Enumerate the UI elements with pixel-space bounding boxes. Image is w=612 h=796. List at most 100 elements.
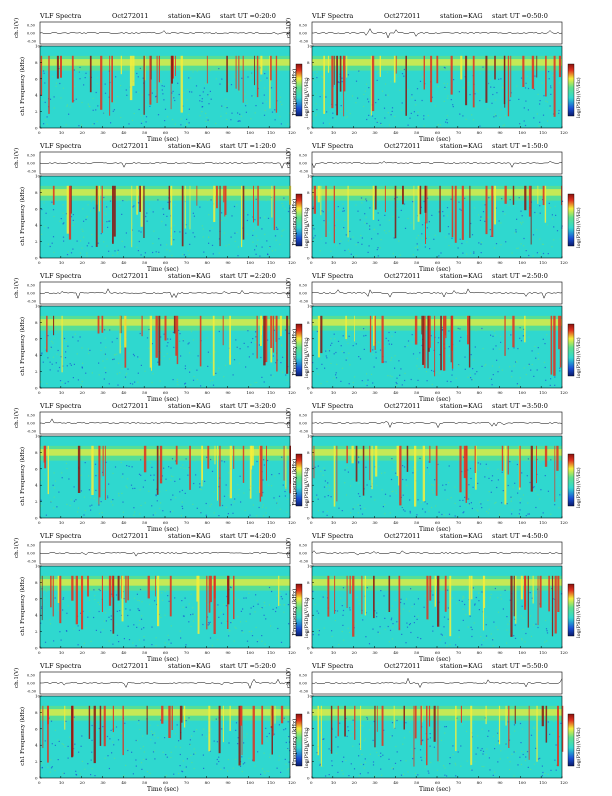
speckle-dot (420, 638, 422, 640)
speckle-dot (41, 762, 43, 764)
speckle-dot (237, 616, 239, 618)
speckle-dot (510, 496, 512, 498)
speckle-dot (207, 365, 209, 367)
speckle-dot (189, 369, 191, 371)
speckle-dot (275, 362, 277, 364)
speckle-dot (174, 123, 176, 125)
speckle-dot (392, 767, 394, 769)
speckle-dot (477, 91, 479, 93)
burst-streak (242, 185, 245, 240)
speckle-dot (484, 476, 486, 478)
speckle-dot (333, 88, 335, 90)
burst-streak (504, 185, 507, 204)
speckle-dot (435, 67, 437, 69)
speckle-dot (96, 66, 98, 68)
speckle-dot (126, 200, 128, 202)
speckle-dot (477, 747, 479, 749)
speckle-dot (119, 608, 121, 610)
speckle-dot (192, 620, 195, 622)
speckle-dot (476, 89, 478, 92)
speckle-dot (493, 621, 495, 623)
speckle-dot (430, 335, 432, 337)
speckle-dot (395, 490, 397, 492)
speckle-dot (541, 765, 543, 767)
speckle-dot (403, 466, 406, 468)
burst-streak (320, 185, 322, 216)
speckle-dot (393, 461, 395, 463)
speckle-dot (399, 68, 401, 70)
speckle-dot (138, 108, 140, 111)
speckle-dot (342, 624, 344, 626)
speckle-dot (509, 461, 511, 463)
burst-streak (256, 55, 259, 98)
speckle-dot (152, 734, 154, 736)
speckle-dot (429, 733, 431, 735)
speckle-dot (135, 645, 137, 647)
spectrogram-bursts (317, 315, 562, 377)
speckle-dot (80, 474, 82, 476)
speckle-dot (380, 123, 382, 125)
speckle-dot (398, 216, 400, 218)
speckle-dot (91, 245, 93, 248)
speckle-dot (469, 615, 471, 617)
speckle-dot (530, 768, 532, 770)
burst-streak (235, 55, 237, 89)
speckle-dot (421, 237, 423, 239)
speckle-dot (493, 86, 495, 88)
panel-station: station=KAG (168, 272, 211, 280)
speckle-dot (535, 357, 537, 359)
speckle-dot (357, 97, 359, 99)
x-tick-label: 70 (456, 260, 462, 265)
burst-streak (429, 445, 431, 463)
speckle-dot (201, 111, 203, 113)
speckle-dot (280, 123, 282, 125)
speckle-dot (50, 720, 53, 722)
speckle-dot (137, 76, 139, 78)
burst-streak (181, 705, 183, 723)
speckle-dot (153, 474, 155, 476)
y-tick-label: 10 (307, 304, 313, 309)
burst-streak (233, 575, 235, 620)
speckle-dot (125, 485, 127, 487)
speckle-dot (58, 366, 61, 369)
speckle-dot (237, 484, 239, 486)
burst-streak (437, 575, 440, 627)
speckle-dot (536, 369, 538, 371)
speckle-dot (376, 79, 378, 81)
y-tick-label: 0 (307, 646, 310, 651)
speckle-dot (148, 328, 150, 331)
y-axis-label: ch1 Frequency (kHz) (19, 317, 26, 376)
x-tick-label: 100 (246, 130, 254, 135)
speckle-dot (485, 754, 487, 756)
y-axis-label: Frequency (kHz) (291, 589, 298, 636)
speckle-dot (75, 773, 77, 776)
waveform-trace (39, 288, 291, 300)
y-tick-label: 6 (307, 76, 310, 81)
speckle-dot (409, 731, 411, 733)
speckle-dot (348, 383, 350, 385)
speckle-dot (161, 475, 163, 477)
speckle-dot (284, 329, 287, 331)
speckle-dot (477, 735, 479, 737)
speckle-dot (46, 590, 48, 592)
speckle-dot (456, 717, 458, 719)
speckle-dot (409, 721, 411, 723)
speckle-dot (269, 756, 271, 758)
speckle-dot (261, 640, 263, 642)
speckle-dot (49, 771, 51, 773)
speckle-dot (276, 224, 278, 226)
speckle-dot (546, 632, 549, 634)
speckle-dot (146, 212, 148, 214)
speckle-dot (504, 213, 506, 215)
speckle-dot (524, 87, 527, 89)
speckle-dot (322, 511, 324, 513)
speckle-dot (169, 250, 171, 252)
speckle-dot (403, 68, 405, 71)
speckle-dot (539, 238, 541, 240)
speckle-dot (492, 348, 494, 350)
speckle-dot (62, 212, 64, 214)
speckle-dot (97, 235, 99, 237)
speckle-dot (353, 768, 356, 770)
speckle-dot (545, 379, 547, 381)
speckle-dot (202, 91, 204, 93)
